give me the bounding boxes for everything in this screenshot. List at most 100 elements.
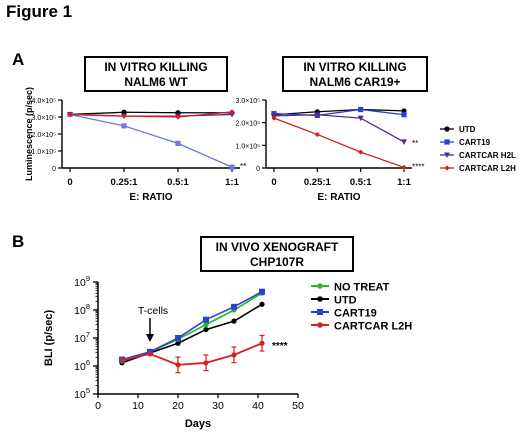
- a2-series-cartcar-h2l-point: [357, 115, 364, 122]
- a2-series-cartcar-l2h-point: [358, 149, 364, 155]
- b-x-tick-label: 40: [252, 400, 264, 412]
- legend-b-label-cart19: CART19: [334, 308, 377, 320]
- legend-b-marker-cart19: [317, 309, 323, 315]
- a2-x-tick-label: 1:1: [397, 177, 411, 188]
- b-x-label: Days: [185, 418, 211, 430]
- a1-y-tick-label: 1.0×10⁵: [31, 149, 56, 156]
- b-series-utd-point: [203, 326, 209, 333]
- a1-x-tick-label: 0: [67, 177, 72, 188]
- a2-series-cartcar-l2h-point: [271, 115, 277, 121]
- figure-title: Figure 1: [6, 2, 73, 21]
- b-y-tick-exp: 6: [86, 358, 90, 367]
- a1-series-cartcar-h2l-point: [229, 111, 235, 118]
- legend-a-marker-utd: [444, 126, 450, 132]
- b-series-cartcar-l2h-point: [203, 360, 209, 366]
- b-series-cart19-point: [203, 316, 209, 323]
- a1-y-tick-label: 0: [52, 166, 56, 173]
- b-y-tick-base: 10: [74, 333, 86, 345]
- a1-series-utd-line: [69, 111, 232, 116]
- panel-a1-title-line2: NALM6 WT: [124, 75, 188, 89]
- legend-a-label-cartcar-l2h: CARTCAR L2H: [459, 164, 516, 173]
- a1-series-cart19-point: [121, 123, 127, 129]
- a2-series-utd-line: [273, 108, 405, 116]
- panel-b-title-box: IN VIVO XENOGRAFT CHP107R: [200, 236, 354, 272]
- legend-a-marker-cartcar-l2h: [444, 165, 450, 171]
- panel-letter-a: A: [12, 50, 25, 69]
- b-series-utd-point: [259, 301, 265, 307]
- b-series-cartcar-l2h-point: [147, 351, 153, 357]
- a2-y-tick-label: 2.0×10⁵: [235, 121, 260, 128]
- panel-a2-title-line2: NALM6 CAR19+: [309, 75, 401, 89]
- a1-series-cartcar-l2h-point: [67, 111, 73, 118]
- a1-significance: **: [240, 162, 246, 171]
- a1-series-cartcar-l2h-point: [121, 113, 127, 119]
- b-tcells-arrow-head: [146, 334, 154, 342]
- b-y-tick-label: 108: [74, 302, 90, 317]
- b-y-tick-exp: 5: [86, 386, 90, 395]
- a1-x-tick-label: 0.25:1: [111, 177, 139, 188]
- a2-series-cart19-line: [273, 108, 405, 117]
- b-y-tick-label: 105: [74, 386, 90, 401]
- a1-y-tick-label: 2.0×10⁵: [31, 132, 56, 139]
- b-series-cart19-point: [231, 303, 237, 310]
- b-x-tick-label: 10: [132, 400, 144, 412]
- a2-series-cartcar-h2l-line: [273, 114, 405, 143]
- b-y-tick-label: 106: [74, 358, 90, 373]
- a1-x-tick-label: 1:1: [225, 177, 239, 188]
- a1-y-tick-label: 3.0×10⁵: [31, 115, 56, 122]
- b-y-tick-base: 10: [74, 389, 86, 401]
- a2-series-cartcar-l2h-line: [273, 117, 405, 168]
- panel-b-title-line2: CHP107R: [249, 255, 305, 269]
- a2-y-tick-label: 0: [256, 166, 260, 173]
- a1-series-cart19-line: [69, 113, 233, 168]
- legend-a-label-cartcar-h2l: CARTCAR H2L: [459, 151, 516, 160]
- a1-x-tick-label: 0.5:1: [167, 177, 189, 188]
- b-series-cartcar-l2h-point: [231, 352, 237, 358]
- legend-b-marker-cartcar-l2h: [317, 322, 323, 328]
- a2-x-tick-label: 0: [271, 177, 276, 188]
- a1-series-cartcar-l2h-point: [229, 109, 235, 115]
- b-x-tick-label: 20: [172, 400, 184, 412]
- b-x-tick-label: 0: [95, 400, 101, 412]
- b-y-tick-exp: 7: [86, 330, 90, 339]
- a2-series-cartcar-l2h-point: [314, 131, 320, 138]
- b-series-utd-point: [175, 340, 181, 346]
- b-series-cartcar-l2h-point: [259, 340, 265, 346]
- a2-significance-l2h: ****: [412, 162, 424, 171]
- b-tcells-label: T-cells: [138, 305, 168, 317]
- b-y-tick-base: 10: [74, 361, 86, 373]
- a2-x-tick-label: 0.25:1: [304, 177, 332, 188]
- a2-y-tick-label: 3.0×10⁵: [235, 98, 260, 105]
- b-series-cartcar-l2h-point: [119, 357, 125, 363]
- legend-b-label-no-treat: NO TREAT: [334, 282, 390, 294]
- legend-a-marker-cartcar-h2l: [444, 152, 450, 158]
- chart-a2-nalm6-car19: 0 1.0×10⁵ 2.0×10⁵ 3.0×10⁵ 0 0.25:1 0.5:1 1:1 E: …: [235, 98, 424, 203]
- b-series-utd-point: [231, 318, 237, 324]
- b-series-cartcar-l2h-point: [175, 362, 181, 368]
- a1-series-utd-point: [121, 109, 127, 115]
- panel-a1-title-line1: IN VITRO KILLING: [104, 60, 208, 74]
- panel-a2-title-line1: IN VITRO KILLING: [303, 60, 407, 74]
- a1-series-cartcar-l2h-line: [69, 111, 233, 118]
- a2-series-cartcar-h2l-point: [314, 112, 321, 118]
- legend-a-label-utd: UTD: [459, 125, 476, 134]
- a2-series-cartcar-h2l-point: [401, 139, 407, 145]
- a1-x-label: E: RATIO: [129, 192, 172, 203]
- b-y-tick-exp: 9: [86, 274, 90, 283]
- b-significance: ****: [272, 341, 288, 352]
- a2-series-cartcar-l2h-point: [401, 164, 407, 170]
- legend-b-label-cartcar-l2h: CARTCAR L2H: [334, 321, 412, 333]
- a2-y-tick-label: 1.0×10⁵: [235, 143, 260, 150]
- a1-series-cart19-point: [229, 164, 235, 170]
- b-series-cartcar-l2h-line: [121, 342, 263, 366]
- legend-a: UTD CART19 CARTCAR H2L CARTCAR L2H: [440, 125, 516, 173]
- panel-a1-title-box: IN VITRO KILLING NALM6 WT: [84, 56, 228, 92]
- b-series-cart19-point: [175, 335, 181, 341]
- a1-y-label: Luminescence (p/sec): [24, 87, 34, 181]
- b-y-tick-base: 10: [74, 305, 86, 317]
- legend-b-marker-utd: [317, 296, 323, 302]
- panel-a2-title-box: IN VITRO KILLING NALM6 CAR19+: [282, 56, 428, 92]
- a2-series-cart19-point: [358, 106, 364, 113]
- a1-y-tick-label: 4.0×10⁵: [31, 98, 56, 105]
